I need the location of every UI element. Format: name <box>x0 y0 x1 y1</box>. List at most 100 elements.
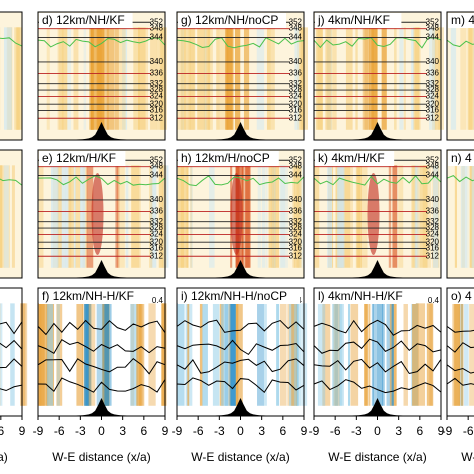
field-stripe <box>257 165 261 268</box>
x-tick-label: -6 <box>193 424 204 438</box>
field-stripe <box>202 303 208 406</box>
field-stripe <box>419 165 428 268</box>
field-stripe <box>145 27 148 130</box>
field-stripe <box>88 303 96 406</box>
field-stripe <box>333 303 340 406</box>
panel-frame <box>313 11 442 141</box>
contour-label: 312 <box>289 113 303 122</box>
field-stripe <box>46 303 54 406</box>
contour-label: 332 <box>426 79 440 88</box>
core <box>367 173 380 255</box>
contour-label: 316 <box>289 244 303 253</box>
field-stripe <box>180 165 189 268</box>
panel-frame <box>176 11 305 141</box>
field-stripe <box>345 27 353 130</box>
title-box <box>178 13 286 28</box>
field-stripe <box>38 303 45 406</box>
mountain <box>314 122 441 140</box>
field-stripe <box>391 303 394 406</box>
contour-label: 336 <box>150 69 164 78</box>
contour-label: 324 <box>426 92 440 101</box>
mountain <box>38 122 165 140</box>
contour-label: 316 <box>289 106 303 115</box>
field-stripe <box>429 27 436 130</box>
field-stripe <box>104 303 112 406</box>
field-stripe <box>180 27 186 130</box>
contour-label: 340 <box>426 195 440 204</box>
field-stripe <box>10 303 15 406</box>
contour-label: 340 <box>150 57 164 66</box>
contour-label: 328 <box>150 223 164 232</box>
field-stripe <box>177 303 185 406</box>
field-stripe <box>414 165 417 268</box>
field-stripe <box>372 27 378 130</box>
field-stripe <box>105 27 109 130</box>
contour-label: 316 <box>150 106 164 115</box>
field-stripe <box>116 165 120 268</box>
contour-label: 352 <box>289 17 303 26</box>
contour-label: 324 <box>289 230 303 239</box>
x-tick-label: -6 <box>54 424 65 438</box>
field-stripe <box>114 27 119 130</box>
contour-label: 352 <box>426 155 440 164</box>
field-stripe <box>413 27 420 130</box>
title-box <box>315 13 402 28</box>
field-stripe <box>118 27 126 130</box>
panel-frame <box>446 11 474 141</box>
field-stripe <box>418 303 426 406</box>
x-tick-label: -9 <box>309 424 320 438</box>
panel-frame <box>0 149 23 279</box>
field-stripe <box>234 27 241 130</box>
field-stripe <box>60 165 66 268</box>
field-stripe <box>266 27 271 130</box>
field-stripe <box>56 165 62 268</box>
field-stripe <box>256 27 265 130</box>
title-box <box>448 13 474 28</box>
contour-label: 324 <box>150 230 164 239</box>
contour-label: 320 <box>150 99 164 108</box>
x-tick-label: -3 <box>351 424 362 438</box>
contour-label: 336 <box>426 69 440 78</box>
field-stripe <box>56 303 60 406</box>
contour <box>0 339 23 350</box>
x-tick-label: 9 <box>19 424 26 438</box>
field-stripe <box>159 165 167 268</box>
tropopause <box>0 178 23 186</box>
panel-frame <box>0 11 23 141</box>
field-stripe <box>280 165 288 268</box>
field-stripe <box>293 165 302 268</box>
contour-label: 312 <box>426 113 440 122</box>
contour-label: 348 <box>289 162 303 171</box>
field-stripe <box>64 165 69 268</box>
contour <box>0 384 23 392</box>
field-stripe <box>450 27 457 130</box>
contour <box>446 364 474 374</box>
panel-frame <box>446 287 474 417</box>
x-tick-label: 0 <box>237 424 244 438</box>
field-stripe <box>411 165 416 268</box>
field-stripe <box>342 165 351 268</box>
field-stripe <box>325 27 331 130</box>
contour-label: 336 <box>289 207 303 216</box>
mountain <box>314 260 441 278</box>
field-stripe <box>130 303 138 406</box>
field-stripe <box>355 165 363 268</box>
field-stripe <box>460 165 469 268</box>
contour-label: 344 <box>289 171 303 180</box>
field-stripe <box>334 303 338 406</box>
field-stripe <box>279 165 286 268</box>
panel-bg <box>447 150 474 278</box>
contour-label: 320 <box>150 237 164 246</box>
contour-label: 344 <box>289 33 303 42</box>
field-stripe <box>150 165 157 268</box>
title-box <box>178 151 279 166</box>
contour <box>37 377 166 393</box>
contour-label: 328 <box>426 223 440 232</box>
field-stripe <box>292 165 295 268</box>
field-stripe <box>271 165 275 268</box>
field-stripe <box>243 27 250 130</box>
contour-label: 336 <box>426 207 440 216</box>
x-axis-label: W-E distance (x/a) <box>461 450 474 464</box>
